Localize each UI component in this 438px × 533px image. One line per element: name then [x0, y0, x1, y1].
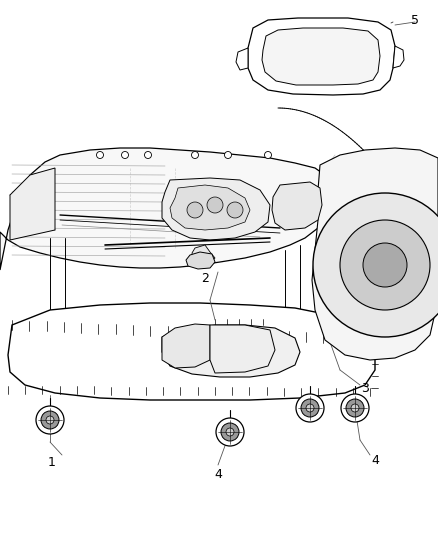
Circle shape — [121, 151, 128, 158]
Circle shape — [363, 243, 407, 287]
Text: 4: 4 — [371, 454, 379, 466]
Circle shape — [191, 151, 198, 158]
Circle shape — [351, 404, 359, 412]
Text: 5: 5 — [411, 13, 419, 27]
Polygon shape — [236, 48, 248, 70]
Circle shape — [227, 202, 243, 218]
Circle shape — [313, 193, 438, 337]
Polygon shape — [8, 303, 375, 400]
Polygon shape — [170, 185, 250, 230]
Polygon shape — [162, 325, 300, 377]
Circle shape — [306, 404, 314, 412]
Polygon shape — [248, 18, 395, 95]
Polygon shape — [393, 46, 404, 68]
Circle shape — [346, 399, 364, 417]
Text: 1: 1 — [48, 456, 56, 469]
Polygon shape — [0, 148, 330, 270]
Circle shape — [216, 418, 244, 446]
Text: 2: 2 — [201, 271, 209, 285]
Circle shape — [225, 151, 232, 158]
Circle shape — [96, 151, 103, 158]
Circle shape — [46, 416, 54, 424]
Polygon shape — [262, 28, 380, 85]
Circle shape — [265, 151, 272, 158]
Circle shape — [221, 423, 239, 441]
Circle shape — [341, 394, 369, 422]
Circle shape — [226, 428, 234, 436]
Polygon shape — [312, 148, 438, 360]
Polygon shape — [192, 245, 215, 264]
Polygon shape — [272, 182, 322, 230]
Text: 3: 3 — [361, 382, 369, 394]
Circle shape — [207, 197, 223, 213]
Polygon shape — [186, 252, 215, 269]
Circle shape — [36, 406, 64, 434]
Circle shape — [340, 220, 430, 310]
Polygon shape — [162, 178, 270, 240]
Circle shape — [187, 202, 203, 218]
Polygon shape — [10, 168, 55, 240]
Circle shape — [145, 151, 152, 158]
Circle shape — [301, 399, 319, 417]
Text: 4: 4 — [214, 469, 222, 481]
Circle shape — [296, 394, 324, 422]
Circle shape — [41, 411, 59, 429]
Polygon shape — [210, 325, 275, 373]
Polygon shape — [162, 324, 210, 368]
